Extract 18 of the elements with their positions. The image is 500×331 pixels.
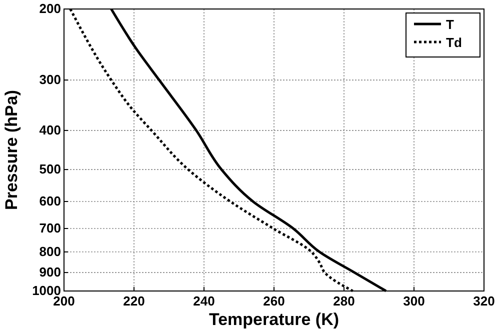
y-tick-label: 300 bbox=[39, 72, 61, 88]
y-tick-label: 600 bbox=[39, 194, 61, 209]
y-tick-label: 200 bbox=[39, 1, 61, 16]
y-tick-label: 700 bbox=[39, 220, 61, 236]
x-tick-label: 280 bbox=[333, 294, 355, 309]
x-tick-label: 320 bbox=[473, 294, 495, 309]
y-axis-title: Pressure (hPa) bbox=[2, 90, 21, 210]
x-tick-label: 220 bbox=[123, 294, 145, 309]
legend-label: T bbox=[446, 17, 454, 32]
x-tick-label: 260 bbox=[263, 294, 285, 309]
y-tick-label: 900 bbox=[39, 264, 61, 280]
y-tick-label: 400 bbox=[39, 122, 61, 138]
x-tick-label: 240 bbox=[193, 294, 215, 309]
legend-label: Td bbox=[446, 35, 462, 50]
y-tick-label: 800 bbox=[39, 244, 61, 260]
y-tick-label: 500 bbox=[39, 162, 61, 177]
x-axis-title: Temperature (K) bbox=[208, 310, 340, 329]
x-tick-label: 300 bbox=[403, 294, 425, 309]
